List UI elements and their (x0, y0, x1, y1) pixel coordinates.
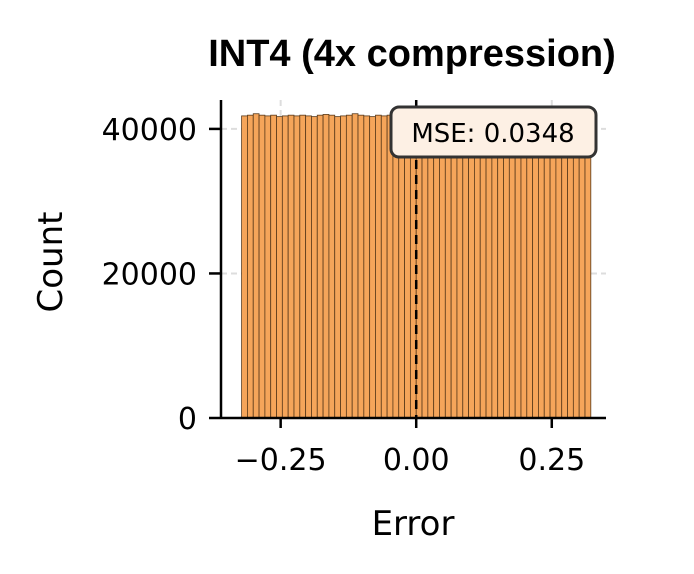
histogram-bar (375, 114, 382, 419)
histogram-bar (433, 114, 440, 419)
x-tick-label: 0.25 (518, 443, 585, 478)
histogram-bar (316, 114, 324, 419)
histogram-bar (538, 114, 545, 419)
histogram-bar (398, 115, 405, 419)
histogram-bar (270, 114, 277, 419)
histogram-bar (287, 114, 295, 419)
histogram-bar (404, 116, 411, 419)
x-ticks: −0.25 0.00 0.25 (235, 418, 585, 478)
histogram-bar (421, 114, 429, 419)
histogram-bar (363, 115, 371, 419)
y-ticks: 0 20000 40000 (102, 113, 221, 437)
annotation-box (389, 105, 598, 159)
histogram-bar (322, 114, 330, 419)
y-tick-label: 40000 (102, 113, 197, 148)
histogram-bar (578, 114, 586, 419)
mse-annotation: MSE: 0.0348 (389, 105, 598, 159)
histogram-bar (491, 115, 499, 419)
histogram-bar (503, 116, 510, 419)
histogram-bar (328, 114, 336, 419)
y-tick-label: 20000 (102, 257, 197, 292)
histogram-bar (543, 115, 551, 419)
histogram-bar (380, 115, 388, 419)
x-tick-label: 0.00 (383, 443, 450, 478)
histogram-bar (386, 114, 394, 419)
chart-title: INT4 (4x compression) (208, 33, 616, 75)
histogram-bar (357, 114, 365, 419)
histogram-bars (241, 113, 592, 419)
y-axis-label: Count (31, 212, 71, 313)
histogram-bar (444, 115, 452, 419)
histogram-bar (532, 116, 539, 419)
histogram-bar (555, 115, 563, 419)
histogram-bar (392, 114, 400, 419)
histogram-bar (526, 115, 534, 419)
histogram-bar (264, 115, 272, 419)
histogram-bar (520, 114, 528, 419)
x-axis-label: Error (372, 504, 455, 544)
histogram-bar (247, 114, 254, 419)
histogram-bar (439, 116, 446, 419)
histogram-bar (293, 115, 301, 419)
histogram-bar (567, 114, 574, 419)
histogram-bar (572, 115, 580, 419)
histogram-bar (340, 115, 347, 419)
histogram-bar (276, 116, 283, 419)
histogram-bar (485, 114, 493, 419)
histogram-bar (241, 115, 248, 419)
histogram-bar (497, 114, 504, 419)
histogram-bar (369, 116, 376, 419)
histogram-bar (258, 114, 266, 419)
histogram-bar (311, 116, 318, 419)
histogram-bar (345, 114, 353, 419)
histogram-bar (584, 115, 592, 419)
histogram-bar (334, 116, 341, 419)
y-tick-label: 0 (178, 402, 197, 437)
histogram-bar (479, 115, 487, 419)
histogram-bar (351, 113, 359, 419)
histogram-bar (561, 116, 568, 419)
histogram-bar (508, 115, 516, 419)
histogram-bar (252, 113, 260, 419)
histogram-bar (456, 114, 464, 419)
histogram-bar (468, 114, 475, 419)
histogram-bar (305, 115, 312, 419)
histogram-bar (450, 114, 458, 419)
histogram-bar (549, 114, 557, 419)
histogram-bar (514, 114, 522, 419)
histogram-bar (281, 115, 289, 419)
histogram-bar (299, 114, 307, 419)
histogram-bar (474, 116, 481, 419)
axes (219, 100, 606, 420)
histogram-bar (462, 115, 469, 419)
annotation-text: MSE: 0.0348 (411, 119, 574, 149)
x-tick-label: −0.25 (235, 443, 327, 478)
histogram-bar (427, 115, 435, 419)
